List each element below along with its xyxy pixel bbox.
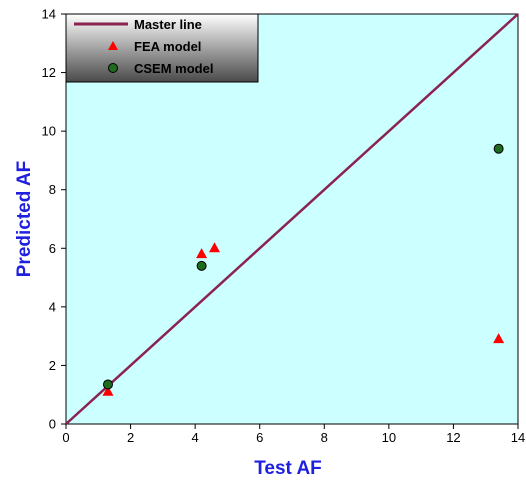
legend-csem-model-swatch: [108, 63, 118, 73]
y-tick-label: 0: [49, 417, 56, 432]
x-axis-title: Test AF: [254, 458, 322, 479]
y-tick-label: 4: [49, 299, 56, 314]
legend: Master line FEA model CSEM model: [65, 13, 259, 83]
axis-ticks: 0 2 4 6 8 10 12 14 0 2 4 6 8 10 12 14: [42, 7, 526, 446]
y-tick-label: 2: [49, 358, 56, 373]
csem-model-point: [196, 260, 207, 271]
y-tick-label: 6: [49, 241, 56, 256]
y-tick-label: 8: [49, 182, 56, 197]
fea-model-point: [196, 248, 208, 259]
x-tick-label: 8: [321, 430, 328, 445]
legend-csem-model-label: CSEM model: [134, 61, 213, 76]
x-tick-label: 10: [382, 430, 396, 445]
master-line: [65, 13, 519, 425]
legend-master-line-label: Master line: [134, 17, 202, 32]
x-tick-label: 2: [127, 430, 134, 445]
csem-model-point: [102, 379, 113, 390]
legend-fea-model-label: FEA model: [134, 39, 201, 54]
x-tick-label: 4: [192, 430, 199, 445]
x-tick-label: 14: [511, 430, 525, 445]
y-tick-label: 14: [42, 7, 56, 22]
y-tick-label: 12: [42, 65, 56, 80]
fea-model-point: [493, 333, 505, 344]
fea-model-point: [209, 242, 221, 253]
y-axis-title: Predicted AF: [14, 161, 35, 278]
csem-model-point: [493, 143, 504, 154]
x-tick-label: 12: [446, 430, 460, 445]
x-tick-label: 6: [256, 430, 263, 445]
data-marks: [65, 13, 519, 425]
x-tick-label: 0: [62, 430, 69, 445]
y-tick-label: 10: [42, 124, 56, 139]
legend-fea-model-swatch: [108, 41, 118, 50]
fea-model-point: [102, 385, 114, 396]
